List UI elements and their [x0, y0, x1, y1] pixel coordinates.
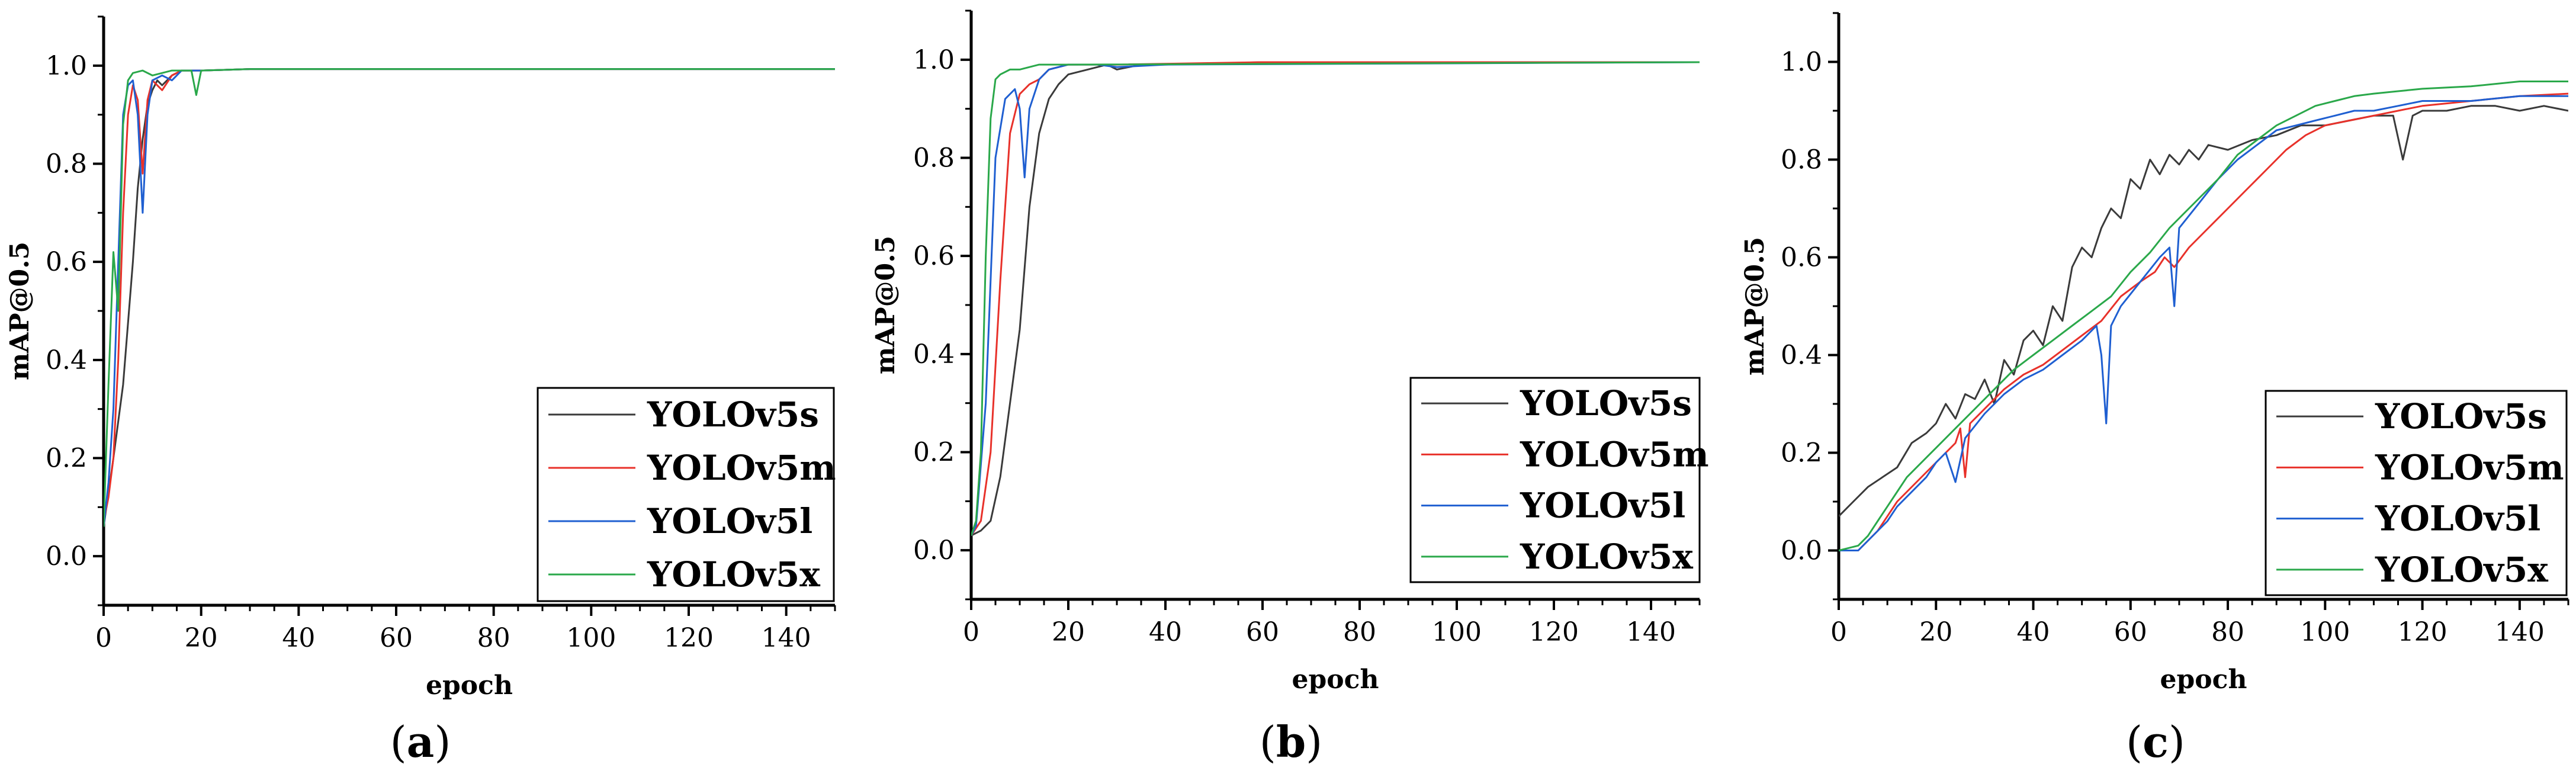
legend-label-yolov5l: YOLOv5l — [647, 501, 812, 541]
x-tick-label: 120 — [2398, 617, 2447, 647]
panel-label: (b) — [1260, 717, 1323, 767]
legend: YOLOv5s YOLOv5m YOLOv5l YOLOv5x — [2265, 390, 2568, 596]
y-tick-label: 0.0 — [46, 541, 87, 571]
x-axis-title: epoch — [1292, 664, 1379, 695]
y-tick-label: 0.4 — [913, 339, 955, 370]
legend-label-yolov5x: YOLOv5x — [1520, 537, 1693, 577]
x-tick-label: 40 — [2017, 617, 2050, 647]
legend-label-yolov5s: YOLOv5s — [647, 394, 819, 435]
legend-label-yolov5m: YOLOv5m — [647, 448, 836, 488]
x-tick-label: 0 — [1830, 617, 1847, 647]
series-line-yolov5l — [971, 61, 1700, 536]
chart-panel-a: 0 20 40 60 80 100 120 140 0.0 0.2 0.4 0.6 0.8 1.0 epoc… — [5, 15, 836, 767]
y-tick-label: 0.8 — [46, 149, 87, 179]
legend-label-yolov5x: YOLOv5x — [2375, 550, 2548, 590]
legend: YOLOv5s YOLOv5m YOLOv5l YOLOv5x — [1409, 377, 1709, 583]
x-tick-label: 20 — [185, 623, 218, 653]
legend-box — [1409, 377, 1701, 583]
y-tick-label: 0.0 — [1781, 536, 1822, 566]
x-tick-label: 80 — [477, 623, 510, 653]
y-tick-label: 0.8 — [913, 143, 955, 174]
legend-label-yolov5m: YOLOv5m — [1520, 434, 1709, 474]
y-tick-label: 0.4 — [1781, 341, 1822, 371]
y-tick-label: 0.6 — [913, 241, 955, 271]
x-tick-label: 40 — [282, 623, 315, 653]
y-axis-title: mAP@0.5 — [1740, 237, 1770, 375]
x-tick-label: 20 — [1052, 617, 1085, 647]
y-axis-title: mAP@0.5 — [5, 242, 35, 380]
legend-label-yolov5l: YOLOv5l — [2375, 499, 2540, 539]
x-tick-label: 40 — [1149, 617, 1182, 647]
x-tick-label: 120 — [1529, 617, 1579, 647]
legend-label-yolov5l: YOLOv5l — [1520, 486, 1685, 526]
y-tick-label: 0.8 — [1781, 145, 1822, 175]
x-axis-title: epoch — [426, 670, 513, 701]
legend-box — [2265, 390, 2568, 596]
x-tick-label: 60 — [1246, 617, 1279, 647]
legend-label-yolov5s: YOLOv5s — [1520, 383, 1692, 423]
x-tick-label: 0 — [963, 617, 979, 647]
x-tick-label: 100 — [2300, 617, 2350, 647]
chart-panel-b: 0 20 40 60 80 100 120 140 0.0 0.2 0.4 0.6 0.8 1.0 epoc… — [871, 9, 1709, 767]
x-tick-label: 20 — [1919, 617, 1952, 647]
y-tick-label: 0.2 — [1781, 438, 1822, 468]
series-line-yolov5m — [1839, 92, 2568, 551]
y-tick-label: 0.6 — [46, 247, 87, 277]
y-tick-label: 0.4 — [46, 345, 87, 375]
y-tick-label: 0.0 — [913, 535, 955, 566]
legend-label-yolov5m: YOLOv5m — [2375, 447, 2564, 487]
legend-box — [537, 387, 835, 602]
x-axis-title: epoch — [2160, 664, 2247, 695]
series-line-yolov5x — [1839, 81, 2568, 551]
series-line-yolov5x — [971, 61, 1700, 536]
panel-label: (a) — [390, 717, 451, 767]
y-tick-label: 1.0 — [913, 45, 955, 75]
series-line-yolov5l — [1839, 95, 2568, 551]
panel-label: (c) — [2126, 717, 2185, 767]
x-tick-label: 100 — [566, 623, 616, 653]
legend: YOLOv5s YOLOv5m YOLOv5l YOLOv5x — [537, 387, 836, 602]
series-line-yolov5s — [1839, 105, 2568, 517]
y-axis-title: mAP@0.5 — [871, 236, 901, 374]
legend-label-yolov5x: YOLOv5x — [647, 554, 820, 595]
x-tick-label: 60 — [2114, 617, 2147, 647]
y-tick-label: 0.2 — [46, 444, 87, 474]
x-tick-label: 80 — [2211, 617, 2244, 647]
y-tick-label: 1.0 — [46, 51, 87, 81]
y-tick-label: 0.2 — [913, 438, 955, 468]
x-tick-label: 120 — [664, 623, 714, 653]
x-tick-label: 140 — [2495, 617, 2545, 647]
y-tick-label: 0.6 — [1781, 243, 1822, 273]
x-tick-label: 60 — [380, 623, 413, 653]
x-tick-label: 80 — [1343, 617, 1376, 647]
y-tick-label: 1.0 — [1781, 47, 1822, 78]
chart-panel-c: 0 20 40 60 80 100 120 140 0.0 0.2 0.4 0.6 0.8 1.0 epoc… — [1740, 12, 2569, 767]
legend-label-yolov5s: YOLOv5s — [2375, 396, 2547, 436]
series-line-yolov5x — [104, 68, 835, 527]
x-tick-label: 100 — [1432, 617, 1482, 647]
x-tick-label: 0 — [95, 623, 112, 653]
x-tick-label: 140 — [1626, 617, 1676, 647]
x-tick-label: 140 — [762, 623, 811, 653]
